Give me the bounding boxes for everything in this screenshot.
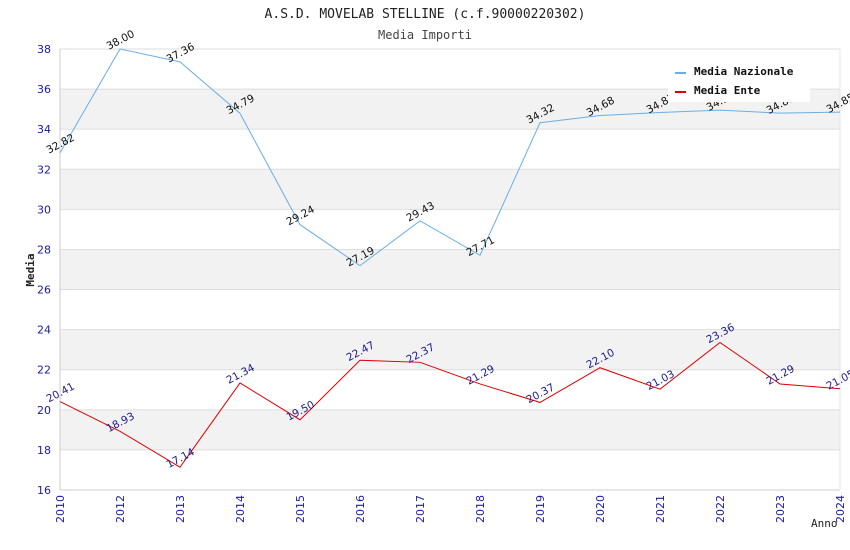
x-tick-label: 2017 (414, 495, 427, 523)
y-tick-label: 32 (37, 163, 51, 176)
x-tick-label: 2016 (354, 495, 367, 523)
x-tick-label: 2010 (54, 495, 67, 523)
grid-band (60, 249, 840, 290)
y-tick-label: 24 (37, 324, 51, 337)
x-tick-label: 2018 (474, 495, 487, 523)
series-line-media-ente (59, 341, 841, 468)
legend-entry-media-ente: Media Ente (694, 84, 761, 97)
y-tick-label: 36 (37, 83, 51, 96)
x-tick-label: 2020 (594, 495, 607, 523)
y-tick-label: 38 (37, 43, 51, 56)
chart-subtitle: Media Importi (378, 28, 472, 42)
x-tick-label: 2014 (234, 495, 247, 523)
x-tick-label: 2012 (114, 495, 127, 523)
y-tick-label: 22 (37, 364, 51, 377)
y-tick-label: 28 (37, 243, 51, 256)
grid-band (60, 409, 840, 450)
legend-box (668, 58, 810, 102)
y-tick-label: 20 (37, 404, 51, 417)
x-tick-label: 2021 (654, 495, 667, 523)
x-tick-label: 2019 (534, 495, 547, 523)
x-tick-label: 2023 (774, 495, 787, 523)
grid-band (60, 169, 840, 210)
x-tick-label: 2022 (714, 495, 727, 523)
grid-lines (59, 48, 841, 491)
x-axis-label: Anno (811, 517, 838, 530)
y-tick-label: 34 (37, 123, 51, 136)
y-axis-ticks: 16 18 20 22 24 26 28 30 32 34 36 38 (37, 43, 51, 497)
y-axis-label: Media (24, 253, 37, 286)
y-tick-label: 16 (37, 484, 51, 497)
series-line-media-nazionale (59, 48, 841, 267)
legend-entry-media-nazionale: Media Nazionale (694, 65, 794, 78)
series-lines (59, 48, 841, 468)
y-tick-label: 18 (37, 444, 51, 457)
y-tick-label: 26 (37, 284, 51, 297)
x-axis-ticks: 2010 2012 2013 2014 2015 2016 2017 2018 2019 2020… (54, 495, 847, 523)
x-tick-label: 2024 (834, 495, 847, 523)
chart-title: A.S.D. MOVELAB STELLINE (c.f.90000220302… (265, 7, 586, 22)
x-tick-label: 2013 (174, 495, 187, 523)
legend: Media Nazionale Media Ente (668, 58, 810, 102)
y-tick-label: 30 (37, 203, 51, 216)
x-tick-label: 2015 (294, 495, 307, 523)
grid-bands (60, 89, 840, 450)
